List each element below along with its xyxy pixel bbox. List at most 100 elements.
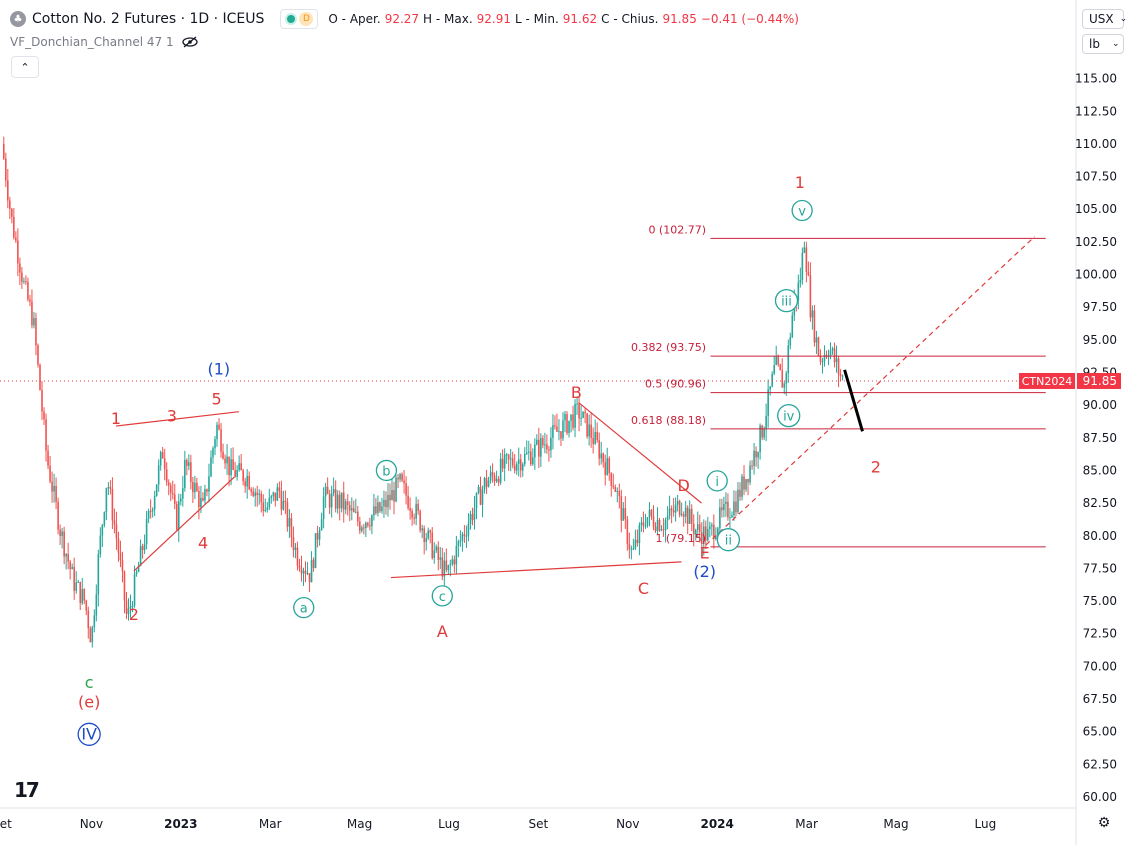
delayed-badge: D xyxy=(299,12,314,26)
candle-body xyxy=(348,504,351,511)
candle-body xyxy=(282,500,285,510)
candle-body xyxy=(95,594,98,616)
candle xyxy=(646,517,649,528)
candle-body xyxy=(101,524,104,536)
candle-body xyxy=(439,557,442,560)
candle-body xyxy=(83,588,86,601)
candle xyxy=(222,443,224,460)
candle-body xyxy=(288,518,291,527)
candle-body xyxy=(59,529,61,536)
hidden-eye-icon[interactable] xyxy=(181,36,198,48)
trendline-triangle-upper xyxy=(115,411,239,427)
candle xyxy=(101,523,104,548)
candle xyxy=(821,357,824,374)
candle-body xyxy=(614,487,617,492)
candle xyxy=(499,453,502,485)
candle-body xyxy=(332,489,335,494)
candle-body xyxy=(278,487,281,491)
candle-body xyxy=(252,491,255,496)
candle xyxy=(690,504,693,532)
tradingview-logo[interactable]: 17 xyxy=(14,778,40,802)
candle xyxy=(465,525,468,549)
candle xyxy=(371,514,373,535)
candle xyxy=(55,477,57,510)
candle xyxy=(284,490,287,515)
candle-body xyxy=(596,432,598,441)
candle-body xyxy=(785,373,788,384)
candle xyxy=(61,528,63,549)
y-tick-label: 110.00 xyxy=(1075,137,1117,151)
candle xyxy=(159,450,162,471)
candle xyxy=(727,493,729,521)
candle-body xyxy=(821,361,824,363)
candle-body xyxy=(610,473,613,486)
y-axis: 60.00 62.50 65.00 67.50 70.00 72.50 75.00 77.50… xyxy=(1075,72,1117,804)
candle-body xyxy=(175,503,178,530)
candle xyxy=(43,407,45,425)
candle-body xyxy=(204,489,206,501)
y-tick-label: 107.50 xyxy=(1075,170,1117,184)
candle-body xyxy=(51,481,53,492)
candle-body xyxy=(841,375,844,377)
candle xyxy=(131,600,134,613)
candle-body xyxy=(139,546,142,566)
y-tick-label: 70.00 xyxy=(1083,659,1117,673)
candle xyxy=(696,511,699,539)
candle-body xyxy=(628,543,631,550)
trendline-triangle-lower xyxy=(133,476,235,572)
candle xyxy=(111,477,114,530)
candle xyxy=(592,427,594,454)
candle xyxy=(713,514,715,549)
market-status[interactable]: D xyxy=(280,9,319,29)
candle xyxy=(41,381,43,420)
candle-body xyxy=(186,460,188,466)
candle xyxy=(248,471,250,491)
candle xyxy=(385,491,387,515)
trendline-bd-upper xyxy=(578,402,702,504)
symbol-title[interactable]: Cotton No. 2 Futures · 1D · ICEUS xyxy=(32,11,265,27)
candle-body xyxy=(423,528,425,543)
candle-body xyxy=(127,608,130,614)
candle-body xyxy=(483,478,486,490)
trendline-projection xyxy=(843,369,864,432)
candle xyxy=(552,414,554,450)
candle xyxy=(21,267,23,289)
fib-level-label: 0.5 (90.96) xyxy=(645,378,706,391)
candle-body xyxy=(666,516,669,521)
candle xyxy=(346,494,349,516)
candle xyxy=(171,480,174,500)
candle-body xyxy=(256,492,259,496)
candle xyxy=(815,330,818,355)
candle-body xyxy=(107,487,110,489)
candle xyxy=(157,459,160,492)
candle xyxy=(662,518,665,537)
candle xyxy=(604,454,607,486)
candle-body xyxy=(823,354,826,362)
unit-button[interactable]: lb ⌄ xyxy=(1082,34,1124,54)
candle-body xyxy=(501,458,504,469)
collapse-legend-button[interactable]: ⌃ xyxy=(11,56,39,78)
candle-body xyxy=(457,541,460,546)
currency-button[interactable]: USX ⌄ xyxy=(1082,9,1127,29)
candle-body xyxy=(690,509,693,524)
candle xyxy=(387,483,389,517)
candle-body xyxy=(519,459,522,471)
currency-code: USX xyxy=(1089,12,1114,26)
candle-body xyxy=(743,476,745,490)
candle-body xyxy=(230,459,232,476)
candle xyxy=(405,476,407,505)
chevron-up-icon: ⌃ xyxy=(20,60,30,74)
candle xyxy=(326,477,329,495)
indicator-legend[interactable]: VF_Donchian_Channel 47 1 xyxy=(10,35,198,49)
candle xyxy=(336,490,339,514)
candle-body xyxy=(771,373,773,387)
candle-body xyxy=(696,524,699,531)
candle-body xyxy=(686,507,689,524)
candle-body xyxy=(73,566,75,591)
settings-gear-icon[interactable]: ⚙ xyxy=(1097,815,1111,831)
candle-body xyxy=(180,498,182,502)
candle xyxy=(473,495,476,530)
candle-body xyxy=(513,465,516,471)
candle-body xyxy=(39,364,41,390)
